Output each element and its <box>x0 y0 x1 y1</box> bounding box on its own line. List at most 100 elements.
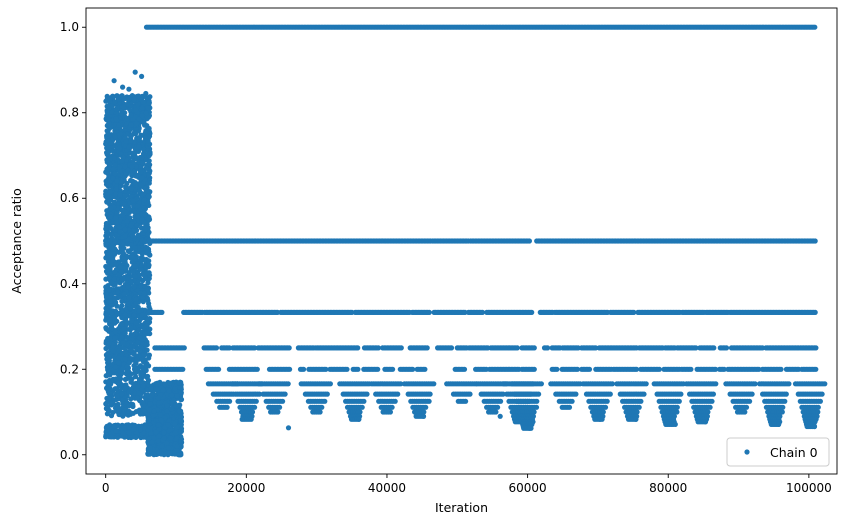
data-point <box>105 149 112 155</box>
data-point <box>812 238 818 244</box>
data-point <box>136 376 142 383</box>
data-point <box>108 140 114 146</box>
data-point <box>126 408 132 414</box>
data-point <box>145 249 151 255</box>
data-point <box>252 345 258 351</box>
data-point <box>122 330 128 336</box>
data-point <box>133 173 139 179</box>
data-point <box>144 270 150 276</box>
data-point <box>132 180 138 186</box>
data-point <box>117 229 123 235</box>
data-point <box>344 366 350 372</box>
data-point <box>143 323 149 329</box>
data-point <box>121 201 127 207</box>
data-point <box>140 383 146 389</box>
data-point <box>126 430 132 436</box>
data-point <box>108 434 115 440</box>
data-point <box>145 377 152 383</box>
data-point <box>147 94 153 100</box>
data-point <box>113 428 119 434</box>
data-point <box>127 107 133 113</box>
data-point <box>146 308 152 315</box>
plot-area <box>103 24 828 458</box>
data-point <box>130 381 137 387</box>
data-point <box>103 241 109 247</box>
data-point <box>135 339 141 345</box>
data-point <box>129 253 135 259</box>
data-point <box>631 309 637 315</box>
data-point <box>693 345 699 351</box>
data-point <box>125 275 131 281</box>
data-point <box>110 348 116 354</box>
data-point <box>122 356 128 362</box>
data-point <box>134 366 140 372</box>
data-point <box>778 366 784 372</box>
data-point <box>126 403 132 409</box>
data-point <box>106 408 112 414</box>
data-point <box>124 218 130 224</box>
data-point <box>398 345 404 351</box>
data-point <box>128 122 134 128</box>
data-point <box>461 366 468 372</box>
data-point <box>112 296 118 302</box>
data-point <box>216 366 222 372</box>
data-point <box>121 245 127 251</box>
data-point <box>136 144 142 150</box>
data-point <box>105 259 111 265</box>
data-point <box>120 340 126 346</box>
data-point <box>104 423 110 429</box>
data-point <box>128 186 135 192</box>
data-point <box>141 205 147 211</box>
data-point <box>123 266 129 272</box>
data-point <box>146 237 152 243</box>
data-point <box>410 366 416 372</box>
data-point <box>656 366 663 372</box>
data-point <box>355 345 361 351</box>
data-point <box>122 226 128 233</box>
data-point <box>287 366 293 372</box>
data-point <box>531 345 537 351</box>
data-point <box>131 426 137 432</box>
data-point <box>106 252 112 258</box>
data-point <box>112 99 118 105</box>
data-point <box>103 373 109 379</box>
data-point <box>138 283 144 289</box>
data-point <box>124 115 130 122</box>
data-point <box>117 369 123 375</box>
data-point <box>145 316 151 322</box>
data-point <box>130 269 136 275</box>
data-point <box>688 366 694 372</box>
data-point <box>813 345 819 351</box>
data-point <box>138 169 144 175</box>
data-point <box>128 325 134 331</box>
data-point <box>118 269 125 275</box>
data-point <box>213 345 220 351</box>
data-point <box>142 122 148 128</box>
data-point <box>133 120 140 127</box>
data-point <box>131 208 137 214</box>
data-point <box>109 246 115 252</box>
data-point <box>426 309 432 315</box>
data-point <box>145 280 151 286</box>
data-point <box>110 166 117 172</box>
data-point <box>144 188 150 194</box>
data-point <box>105 128 111 134</box>
data-point <box>131 283 137 290</box>
data-point <box>120 104 127 110</box>
data-point <box>159 309 165 315</box>
data-point <box>141 352 147 358</box>
data-point <box>121 291 127 297</box>
data-point <box>226 345 232 351</box>
data-point <box>529 309 535 315</box>
data-point <box>127 305 133 311</box>
data-point <box>133 320 139 326</box>
data-point <box>126 295 132 301</box>
data-point <box>143 135 149 141</box>
data-point <box>134 356 140 363</box>
data-point <box>128 133 134 139</box>
data-point <box>122 163 128 170</box>
data-point <box>116 375 122 381</box>
data-point <box>115 355 122 361</box>
data-point <box>133 296 139 302</box>
data-point <box>140 99 146 105</box>
